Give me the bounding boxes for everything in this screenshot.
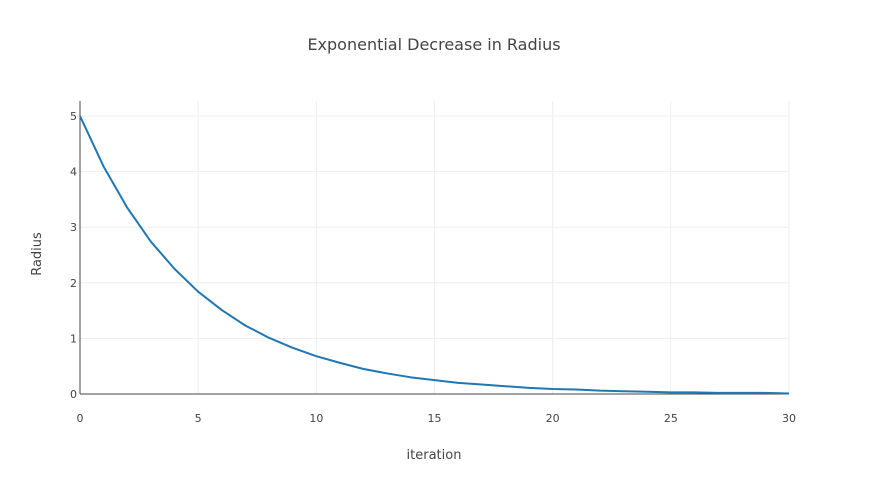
x-tick-label: 5 (195, 412, 202, 425)
y-tick-label: 5 (70, 110, 77, 123)
series-line (79, 115, 790, 395)
plot-area (79, 115, 790, 395)
x-tick-label: 0 (77, 412, 84, 425)
y-tick-label: 1 (70, 332, 77, 345)
y-tick-label: 0 (70, 388, 77, 401)
y-tick-label: 4 (70, 166, 77, 179)
y-axis-title: Radius (30, 232, 45, 276)
x-tick-label: 20 (546, 412, 560, 425)
x-axis-title: iteration (407, 448, 462, 463)
axes (79, 101, 789, 395)
gridlines (80, 101, 790, 394)
y-tick-label: 3 (70, 221, 77, 234)
x-tick-label: 15 (428, 412, 442, 425)
x-tick-label: 10 (309, 412, 323, 425)
y-tick-label: 2 (70, 277, 77, 290)
x-tick-label: 25 (664, 412, 678, 425)
chart-title: Exponential Decrease in Radius (307, 35, 560, 54)
tick-labels: 0 5 10 15 20 25 30 0 1 2 3 4 5 (70, 110, 796, 425)
x-tick-label: 30 (782, 412, 796, 425)
